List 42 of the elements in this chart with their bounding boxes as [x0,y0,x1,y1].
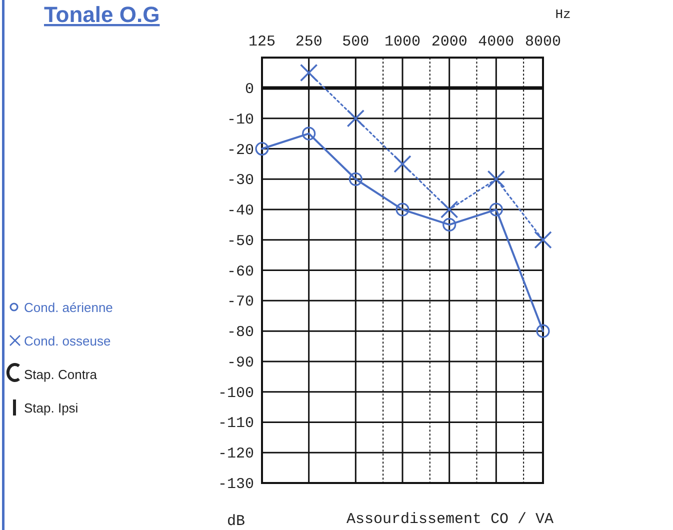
x-tick-label: 2000 [431,34,468,51]
x-axis-title: Hz [555,7,571,22]
chart-title: Tonale O.G [44,2,160,27]
y-tick-label: 0 [244,80,254,98]
legend-label: Cond. osseuse [24,334,111,348]
x-tick-label: 125 [248,34,276,51]
y-axis-title: dB [226,513,246,530]
point [396,202,410,216]
point [536,324,550,338]
y-tick-label: -120 [218,446,254,463]
text: Assourdissement CO / VA [346,511,554,528]
point [394,155,412,173]
y-tick-label: -90 [226,354,254,372]
point [442,218,456,232]
y-tick-label: -60 [226,263,254,280]
y-tick-label: -10 [226,111,254,128]
point [302,126,316,140]
y-tick-label: -80 [226,324,254,342]
y-tick-label: -30 [226,172,254,190]
x-tick-label: 8000 [524,34,562,51]
legend-label: Stap. Contra [24,367,98,382]
y-tick-label: -130 [218,476,254,493]
x-tick-label: 4000 [478,34,514,51]
y-tick-label: -100 [218,384,254,402]
y-tick-label: -50 [226,232,254,250]
y-tick-label: -20 [226,142,254,159]
point [440,200,458,218]
point [534,231,552,249]
x-tick-label: 1000 [384,34,421,51]
x-tick-label: 250 [295,34,322,51]
point [489,202,503,216]
y-tick-label: -40 [226,202,254,220]
point [487,170,506,188]
point [300,64,318,82]
point [346,109,365,128]
y-tick-label: -70 [226,294,254,311]
point [255,142,269,156]
legend-label: Cond. aérienne [24,300,113,315]
y-tick-label: -110 [218,415,254,432]
legend-label: Stap. Ipsi [24,400,78,416]
x-tick-label: 500 [342,34,370,51]
point [348,172,362,186]
